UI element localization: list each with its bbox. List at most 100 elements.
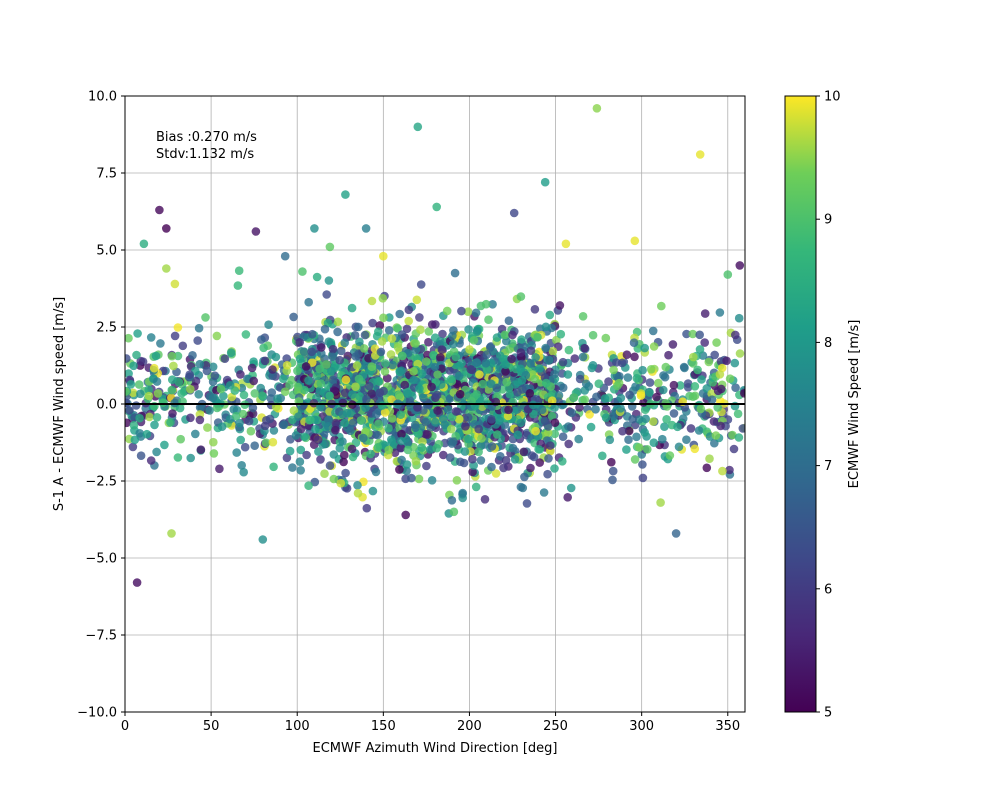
scatter-point	[492, 383, 502, 393]
scatter-point	[457, 306, 466, 316]
scatter-point	[604, 377, 613, 386]
scatter-point	[135, 413, 144, 423]
scatter-point	[397, 366, 406, 376]
scatter-point	[510, 380, 520, 389]
scatter-point	[474, 447, 483, 457]
scatter-point	[340, 418, 350, 428]
scatter-point	[259, 343, 268, 353]
scatter-point	[132, 578, 142, 587]
scatter-point	[416, 280, 426, 289]
scatter-point	[715, 308, 725, 317]
y-tick-label: 2.5	[96, 321, 117, 336]
scatter-point	[526, 346, 536, 356]
scatter-point	[586, 422, 596, 432]
scatter-point	[449, 339, 458, 349]
scatter-point	[554, 391, 564, 400]
scatter-point	[129, 420, 139, 430]
scatter-point	[454, 414, 464, 424]
scatter-point	[203, 423, 212, 432]
scatter-point	[301, 362, 311, 371]
scatter-point	[374, 419, 383, 429]
scatter-point	[725, 374, 735, 384]
colorbar-tick-label: 5	[824, 706, 832, 721]
scatter-point	[133, 329, 142, 338]
scatter-point	[459, 458, 469, 468]
scatter-point	[411, 345, 421, 355]
scatter-point	[718, 466, 727, 476]
scatter-point	[564, 439, 573, 449]
scatter-point	[394, 390, 404, 400]
scatter-point	[455, 389, 465, 399]
scatter-point	[402, 460, 412, 469]
scatter-point	[246, 426, 256, 436]
scatter-point	[575, 374, 585, 384]
scatter-point	[558, 432, 568, 442]
scatter-point	[646, 365, 656, 374]
scatter-point	[296, 424, 306, 434]
scatter-point	[273, 394, 282, 404]
scatter-point	[375, 388, 385, 398]
scatter-point	[533, 332, 542, 342]
scatter-point	[230, 386, 240, 395]
scatter-point	[186, 384, 195, 394]
scatter-point	[716, 421, 725, 431]
scatter-point	[516, 292, 526, 301]
scatter-point	[594, 379, 604, 389]
scatter-point	[306, 415, 315, 425]
scatter-point	[430, 362, 440, 372]
scatter-point	[437, 345, 447, 354]
scatter-point	[451, 407, 461, 416]
scatter-point	[411, 339, 421, 348]
scatter-point	[155, 205, 164, 215]
scatter-point	[659, 385, 668, 395]
scatter-point	[208, 362, 218, 372]
scatter-point	[450, 268, 460, 278]
y-tick-label: −5.0	[85, 552, 117, 567]
scatter-point	[125, 406, 134, 415]
scatter-point	[615, 372, 624, 381]
scatter-point	[366, 449, 375, 459]
scatter-point	[229, 405, 238, 414]
scatter-point	[174, 377, 184, 387]
scatter-point	[413, 403, 422, 412]
scatter-point	[125, 369, 133, 378]
scatter-point	[238, 409, 248, 419]
scatter-point	[716, 384, 726, 394]
scatter-point	[402, 466, 411, 476]
scatter-point	[546, 441, 555, 450]
scatter-point	[322, 290, 332, 299]
scatter-point	[535, 364, 544, 373]
scatter-point	[566, 483, 576, 493]
scatter-point	[325, 242, 335, 252]
y-tick-label: −7.5	[85, 629, 117, 644]
scatter-point	[186, 413, 195, 423]
scatter-point	[415, 313, 424, 322]
scatter-point	[631, 382, 640, 392]
scatter-point	[432, 443, 442, 453]
scatter-point	[442, 306, 452, 316]
scatter-point	[162, 224, 171, 233]
scatter-point	[383, 373, 392, 383]
scatter-point	[316, 455, 325, 464]
scatter-point	[539, 488, 549, 497]
scatter-point	[151, 351, 161, 361]
scatter-point	[296, 466, 306, 475]
x-tick-label: 100	[285, 719, 310, 734]
scatter-point	[338, 437, 347, 446]
scatter-point	[545, 355, 554, 365]
y-tick-label: 7.5	[96, 167, 117, 182]
scatter-point	[170, 279, 180, 289]
scatter-point	[656, 498, 665, 507]
scatter-point	[202, 366, 212, 376]
scatter-point	[449, 507, 459, 517]
scatter-point	[445, 453, 455, 462]
scatter-point	[356, 416, 366, 425]
scatter-point	[359, 433, 368, 443]
scatter-point	[541, 378, 551, 388]
scatter-point	[395, 309, 405, 319]
scatter-point	[461, 422, 470, 431]
scatter-point	[463, 413, 473, 422]
scatter-point	[733, 409, 743, 419]
scatter-point	[478, 379, 488, 389]
